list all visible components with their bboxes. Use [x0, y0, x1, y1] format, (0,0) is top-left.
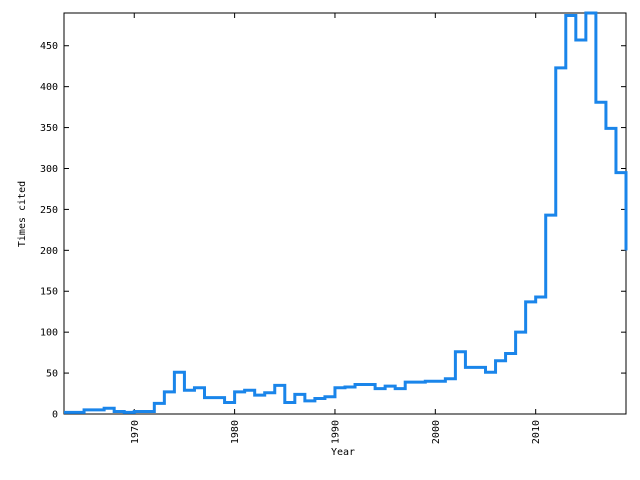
y-tick-label: 150 — [40, 287, 58, 298]
y-tick-label: 200 — [40, 246, 58, 257]
y-tick-label: 100 — [40, 328, 58, 339]
y-tick-label: 0 — [52, 410, 58, 421]
series-line — [64, 11, 628, 414]
y-tick-label: 300 — [40, 164, 58, 175]
y-axis-title: Times cited — [17, 181, 28, 247]
y-tick-label: 350 — [40, 123, 58, 134]
y-tick-label: 250 — [40, 205, 58, 216]
x-tick-label: 1970 — [130, 420, 141, 444]
plot-frame — [63, 12, 627, 415]
y-tick-label: 400 — [40, 82, 58, 93]
x-axis-title: Year — [331, 447, 355, 458]
y-tick-label: 450 — [40, 41, 58, 52]
x-axis-ticks: 1970 1980 1990 2000 2010 — [130, 13, 542, 444]
y-axis-ticks: 0 50 100 150 200 250 300 350 400 450 — [40, 41, 626, 421]
x-tick-label: 2010 — [531, 420, 542, 444]
y-tick-label: 50 — [46, 369, 58, 380]
x-tick-label: 2000 — [431, 420, 442, 444]
x-tick-label: 1990 — [330, 420, 341, 444]
x-tick-label: 1980 — [230, 420, 241, 444]
